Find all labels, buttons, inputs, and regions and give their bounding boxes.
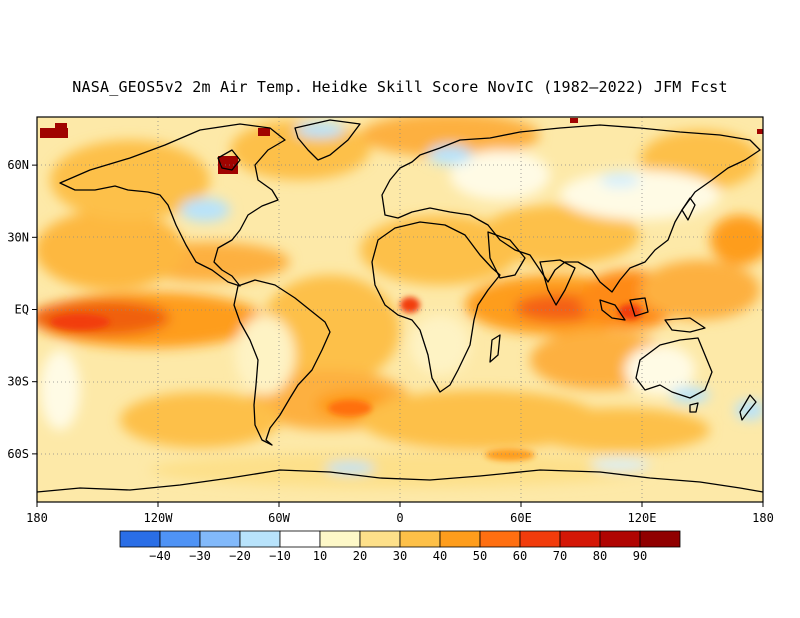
x-tick-label: 180 (752, 511, 774, 525)
colorbar-swatch (199, 530, 241, 548)
colorbar-label: 30 (393, 549, 407, 563)
y-tick-label: 60N (7, 158, 29, 172)
x-tick-label: 180 (26, 511, 48, 525)
colorbar-label: 20 (353, 549, 367, 563)
colorbar-label: 60 (513, 549, 527, 563)
colorbar-labels: −40 −30 −20 −10 10 20 30 40 50 60 70 80 90 (149, 549, 647, 563)
y-axis-labels: 60N 30N EQ 30S 60S (7, 158, 29, 461)
colorbar-label: 80 (593, 549, 607, 563)
colorbar-swatch (359, 530, 401, 548)
colorbar-label: −30 (189, 549, 211, 563)
colorbar-label: 70 (553, 549, 567, 563)
colorbar-label: 90 (633, 549, 647, 563)
colorbar-label: 40 (433, 549, 447, 563)
y-tick-label: EQ (15, 303, 29, 317)
x-tick-label: 60E (510, 511, 532, 525)
map-grid (37, 117, 763, 502)
coastlines (37, 119, 763, 493)
colorbar (119, 530, 681, 548)
x-tick-label: 120W (144, 511, 174, 525)
x-tick-label: 0 (396, 511, 403, 525)
skill-score-field (37, 117, 763, 502)
plot-title: NASA_GEOS5v2 2m Air Temp. Heidke Skill S… (72, 78, 728, 96)
colorbar-swatch (319, 530, 361, 548)
colorbar-swatch (119, 530, 161, 548)
colorbar-label: −10 (269, 549, 291, 563)
colorbar-swatch (639, 530, 681, 548)
colorbar-swatch (159, 530, 201, 548)
colorbar-swatch (599, 530, 641, 548)
colorbar-swatch (399, 530, 441, 548)
colorbar-label: −20 (229, 549, 251, 563)
y-tick-label: 60S (7, 447, 29, 461)
axis-ticks (32, 164, 764, 507)
colorbar-swatch (439, 530, 481, 548)
x-tick-label: 120E (628, 511, 657, 525)
x-tick-label: 60W (268, 511, 290, 525)
colorbar-label: 10 (313, 549, 327, 563)
colorbar-swatch (239, 530, 281, 548)
colorbar-label: 50 (473, 549, 487, 563)
y-tick-label: 30S (7, 375, 29, 389)
colorbar-label: −40 (149, 549, 171, 563)
x-axis-labels: 180 120W 60W 0 60E 120E 180 (26, 511, 774, 525)
colorbar-swatch (559, 530, 601, 548)
colorbar-swatch (479, 530, 521, 548)
colorbar-swatch (279, 530, 321, 548)
y-tick-label: 30N (7, 230, 29, 244)
colorbar-swatch (519, 530, 561, 548)
